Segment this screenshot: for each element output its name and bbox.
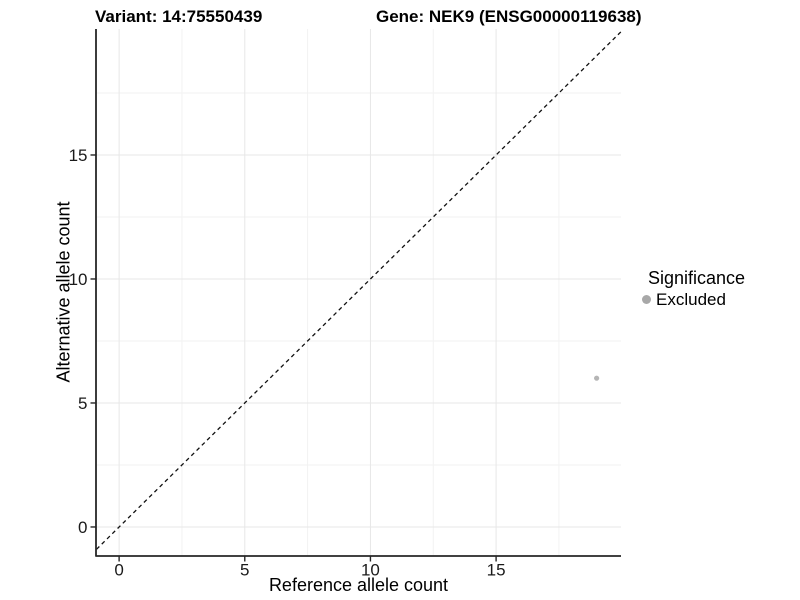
y-tick-label: 15 — [69, 146, 88, 165]
y-tick-label: 0 — [78, 518, 87, 537]
y-tick-label: 10 — [69, 270, 88, 289]
gene-title: Gene: NEK9 (ENSG00000119638) — [376, 7, 642, 26]
y-tick-label: 5 — [78, 394, 87, 413]
data-point — [594, 375, 600, 381]
x-tick-label: 5 — [240, 561, 249, 580]
legend-item-label: Excluded — [656, 290, 726, 309]
x-tick-label: 10 — [361, 561, 380, 580]
variant-title: Variant: 14:75550439 — [95, 7, 263, 26]
excluded-point-icon — [642, 295, 651, 304]
legend: Significance Excluded — [637, 267, 745, 309]
legend-item-excluded: Excluded — [637, 290, 745, 309]
x-axis-title: Reference allele count — [268, 575, 449, 595]
identity-line — [96, 31, 622, 550]
x-tick-label: 0 — [114, 561, 123, 580]
x-tick-label: 15 — [487, 561, 506, 580]
legend-title: Significance — [648, 268, 746, 288]
y-axis-title: Alternative allele count — [53, 201, 74, 383]
